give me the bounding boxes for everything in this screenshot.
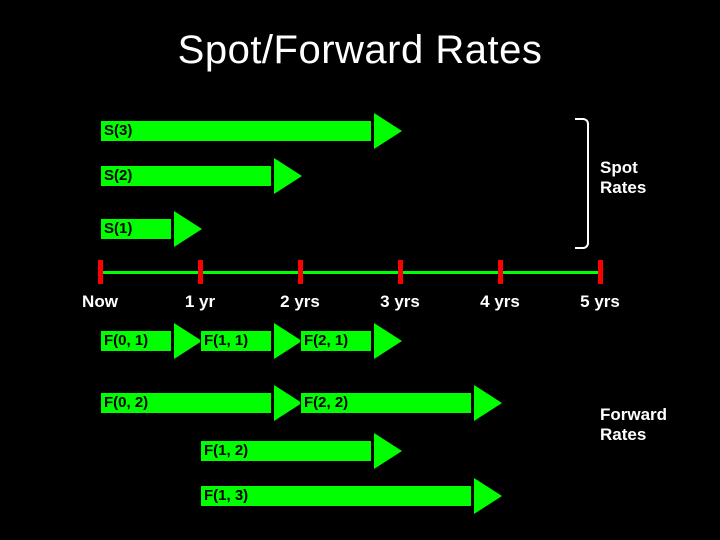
rate-arrow: F(1, 2) — [200, 440, 400, 462]
rate-arrow-head — [274, 158, 302, 194]
rate-arrow-head — [274, 385, 302, 421]
rate-arrow: F(1, 3) — [200, 485, 500, 507]
rate-arrow-label: F(0, 1) — [104, 332, 148, 349]
rate-arrow: F(0, 1) — [100, 330, 200, 352]
rate-arrow-head — [474, 385, 502, 421]
rate-arrow-label: S(1) — [104, 220, 132, 237]
rate-arrow: F(2, 1) — [300, 330, 400, 352]
timeline-tick — [98, 260, 103, 284]
rate-arrow-head — [374, 113, 402, 149]
rate-arrow-label: S(3) — [104, 122, 132, 139]
timeline-tick-label: 1 yr — [185, 292, 215, 312]
timeline-tick — [498, 260, 503, 284]
timeline-tick-label: 3 yrs — [380, 292, 420, 312]
rate-arrow-label: F(2, 1) — [304, 332, 348, 349]
rate-arrow-label: F(1, 3) — [204, 487, 248, 504]
rate-arrow-head — [374, 433, 402, 469]
timeline-tick-label: Now — [82, 292, 118, 312]
rate-arrow-label: F(2, 2) — [304, 394, 348, 411]
rate-arrow: S(2) — [100, 165, 300, 187]
side-label: SpotRates — [600, 158, 646, 199]
rate-arrow-head — [274, 323, 302, 359]
rate-arrow-label: F(1, 1) — [204, 332, 248, 349]
rate-arrow-shaft — [100, 120, 372, 142]
timeline-tick — [298, 260, 303, 284]
rate-arrow-head — [374, 323, 402, 359]
rate-arrow-label: F(0, 2) — [104, 394, 148, 411]
group-bracket — [575, 118, 589, 249]
slide-title: Spot/Forward Rates — [0, 28, 720, 73]
rate-arrow: F(1, 1) — [200, 330, 300, 352]
rate-arrow: F(2, 2) — [300, 392, 500, 414]
rate-arrow: F(0, 2) — [100, 392, 300, 414]
rate-arrow-head — [474, 478, 502, 514]
rate-arrow: S(3) — [100, 120, 400, 142]
rate-arrow: S(1) — [100, 218, 200, 240]
timeline-axis — [100, 271, 600, 274]
rate-arrow-head — [174, 323, 202, 359]
timeline-tick — [198, 260, 203, 284]
rate-arrow-label: F(1, 2) — [204, 442, 248, 459]
timeline-tick — [598, 260, 603, 284]
side-label: ForwardRates — [600, 405, 667, 446]
timeline-tick-label: 4 yrs — [480, 292, 520, 312]
diagram-stage: Spot/Forward Rates Now 1 yr 2 yrs 3 yrs 4 yrs… — [0, 0, 720, 540]
timeline-tick-label: 5 yrs — [580, 292, 620, 312]
timeline-tick-label: 2 yrs — [280, 292, 320, 312]
rate-arrow-label: S(2) — [104, 167, 132, 184]
timeline-tick — [398, 260, 403, 284]
rate-arrow-head — [174, 211, 202, 247]
